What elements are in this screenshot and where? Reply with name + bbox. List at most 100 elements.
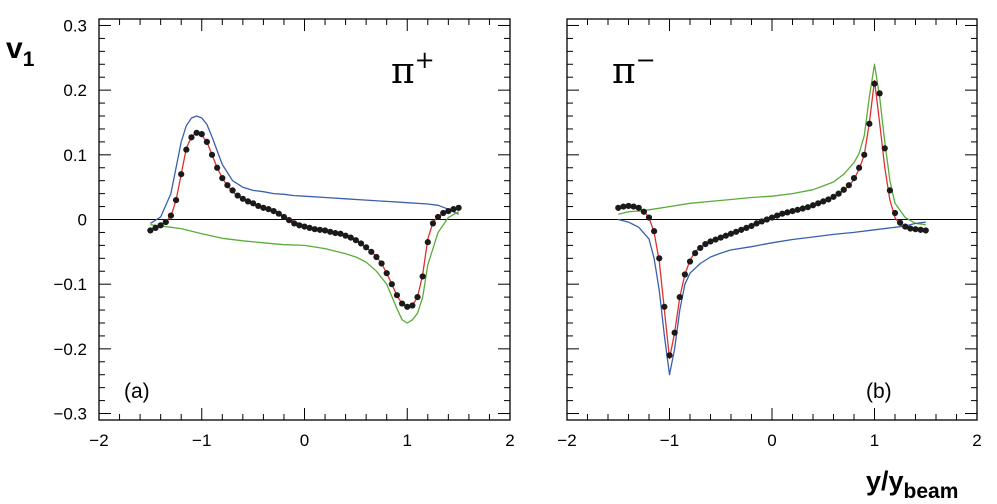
data-point <box>296 222 303 229</box>
data-point <box>922 227 929 234</box>
data-point <box>897 219 904 226</box>
data-point <box>455 204 462 211</box>
x-tick-label: 2 <box>972 431 981 450</box>
data-point <box>311 226 318 233</box>
series-line-1 <box>618 218 926 376</box>
data-point <box>804 204 811 211</box>
data-point <box>661 303 668 310</box>
data-point <box>393 292 401 299</box>
data-point <box>152 224 159 232</box>
data-point <box>198 131 205 138</box>
data-point <box>450 206 457 213</box>
data-point <box>316 226 324 233</box>
data-point <box>280 213 288 221</box>
data-point <box>758 218 765 225</box>
y-tick-label: 0.1 <box>63 146 87 165</box>
data-point <box>193 129 200 136</box>
data-point <box>373 253 380 261</box>
data-point <box>666 352 673 359</box>
x-tick-label: 0 <box>767 431 776 450</box>
data-point <box>738 226 745 233</box>
data-point <box>368 248 375 255</box>
data-point <box>183 146 190 153</box>
panel-a: −2 −1 0 1 2 −0.3 −0.2 −0.1 0 0.1 0.2 0.3 <box>53 16 514 450</box>
data-point <box>717 234 724 241</box>
panel-tag-b: (b) <box>866 380 892 403</box>
data-point <box>399 300 406 307</box>
data-point <box>820 198 827 205</box>
data-point <box>681 271 688 278</box>
data-point <box>671 329 678 336</box>
particle-label-a: π+ <box>391 46 435 92</box>
data-point <box>866 120 873 127</box>
data-point <box>794 206 801 213</box>
particle-charge-b: − <box>636 46 656 74</box>
data-point <box>676 294 683 301</box>
data-point <box>167 212 175 219</box>
data-point <box>722 232 729 239</box>
data-point <box>845 182 852 189</box>
data-point <box>774 212 781 219</box>
x-tick-label: 1 <box>870 431 879 450</box>
data-point <box>383 270 390 277</box>
y-tick-label: −0.1 <box>53 275 87 294</box>
x-tick-label: −2 <box>557 431 576 450</box>
data-point <box>640 208 647 215</box>
series-line-0 <box>150 115 459 224</box>
data-point <box>712 236 719 243</box>
data-point <box>332 229 339 237</box>
data-point <box>907 225 914 232</box>
data-point <box>630 203 637 210</box>
data-point <box>876 90 883 97</box>
data-point <box>244 198 252 205</box>
y-tick-label: −0.2 <box>53 340 87 359</box>
data-point <box>337 230 344 237</box>
data-point <box>651 228 658 235</box>
data-point <box>347 234 354 241</box>
y-axis-title: v1 <box>6 32 35 71</box>
data-point <box>871 80 878 87</box>
data-point <box>234 192 241 199</box>
data-point <box>208 151 216 158</box>
data-point <box>321 227 329 234</box>
data-point <box>856 164 863 171</box>
x-tick-label: 0 <box>300 431 309 450</box>
data-point <box>424 239 431 246</box>
data-point <box>203 138 210 145</box>
data-point <box>748 222 755 230</box>
series-line-0 <box>618 63 926 226</box>
particle-symbol-b: π <box>612 51 636 92</box>
data-point <box>404 303 411 310</box>
data-point <box>835 190 842 197</box>
y-tick-label: 0 <box>78 211 87 230</box>
data-point <box>250 200 257 207</box>
x-axis-title: y/ybeam <box>866 466 958 503</box>
data-point <box>172 196 180 204</box>
x-tick-label: −1 <box>192 431 211 450</box>
data-point <box>779 210 786 217</box>
data-point <box>743 224 750 232</box>
data-point <box>861 151 868 158</box>
y-tick-label: 0.3 <box>63 16 87 35</box>
data-point <box>224 182 231 189</box>
particle-charge-a: + <box>415 46 435 74</box>
data-point <box>902 223 909 230</box>
data-point <box>768 214 776 221</box>
data-point <box>239 195 246 202</box>
data-point <box>388 281 395 288</box>
data-point <box>733 228 740 235</box>
y-tick-label: −0.3 <box>53 405 87 424</box>
series-line-1 <box>150 211 459 324</box>
panel-b: −2 −1 0 1 2 <box>557 18 982 450</box>
data-point <box>352 237 359 244</box>
data-point <box>434 213 442 221</box>
data-point <box>409 302 416 309</box>
data-point <box>445 207 452 215</box>
data-point <box>270 207 277 215</box>
y-tick-label: 0.2 <box>63 81 87 100</box>
data-point <box>620 203 627 210</box>
data-point <box>912 226 919 233</box>
data-point <box>440 209 447 217</box>
x-tick-label: 1 <box>403 431 412 450</box>
